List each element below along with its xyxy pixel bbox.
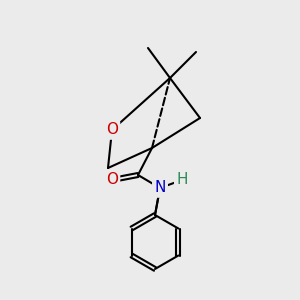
Text: H: H bbox=[176, 172, 188, 188]
Text: O: O bbox=[106, 122, 118, 137]
Text: O: O bbox=[106, 172, 118, 188]
Text: N: N bbox=[154, 181, 166, 196]
